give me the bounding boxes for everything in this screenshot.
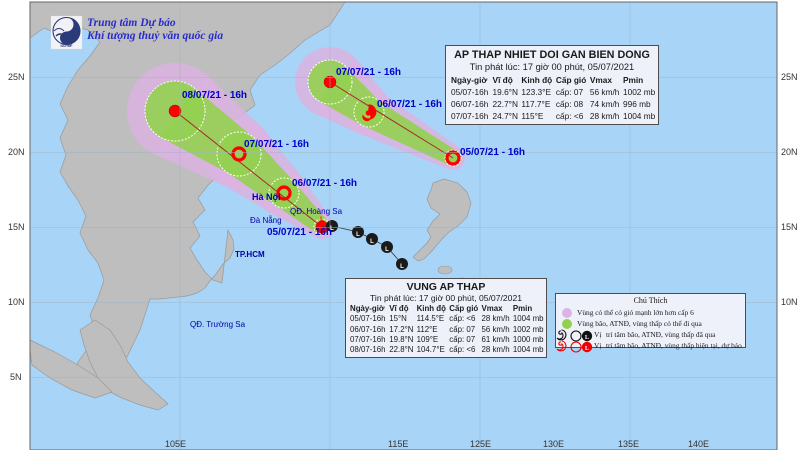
svg-text:NCHMF: NCHMF [61, 44, 73, 48]
svg-text:L: L [173, 111, 177, 117]
svg-text:L: L [385, 247, 389, 253]
svg-text:L: L [585, 334, 589, 341]
svg-text:L: L [330, 226, 334, 232]
svg-text:L: L [370, 239, 374, 245]
svg-text:L: L [400, 264, 404, 270]
svg-text:L: L [356, 232, 360, 238]
svg-text:L: L [320, 217, 324, 223]
svg-text:L: L [585, 345, 589, 352]
